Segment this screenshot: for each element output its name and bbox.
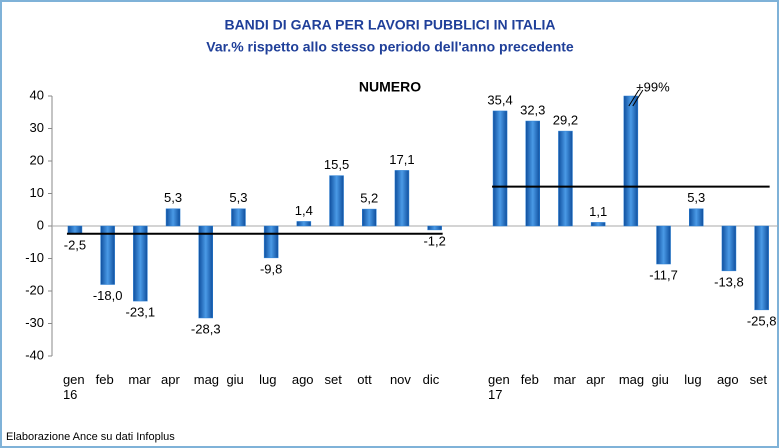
bar [656, 225, 671, 265]
value-label: +99% [636, 79, 670, 94]
x-tick-label: giu [651, 372, 669, 387]
value-label: 5,3 [164, 190, 182, 205]
y-tick-label: 10 [30, 185, 44, 200]
x-tick-label: giu [226, 372, 244, 387]
bar [754, 225, 769, 311]
y-tick-label: 0 [37, 217, 44, 232]
value-label: 32,3 [520, 102, 545, 117]
x-tick-label: lug [684, 372, 702, 387]
value-label: -13,8 [714, 274, 744, 289]
x-tick-label: dic [422, 372, 440, 387]
bar [231, 208, 246, 227]
bar [492, 110, 508, 227]
bar [590, 222, 606, 227]
axis-break [632, 89, 644, 107]
value-label: 5,3 [687, 190, 705, 205]
x-tick-label: set [324, 372, 342, 387]
y-tick-label: 30 [30, 120, 44, 135]
bar [362, 208, 377, 227]
y-tick-label: 20 [30, 152, 44, 167]
x-tick-label: ott [357, 372, 372, 387]
value-label: 5,2 [360, 191, 378, 206]
y-tick-label: -40 [25, 347, 44, 362]
bar [721, 225, 737, 272]
y-tick-label: -30 [25, 315, 44, 330]
x-tick-label: lug [259, 372, 277, 387]
axis-break [628, 89, 640, 107]
x-tick-label: feb [520, 372, 539, 387]
y-tick-label: -10 [25, 250, 44, 265]
chart-title: BANDI DI GARA PER LAVORI PUBBLICI IN ITA… [224, 17, 555, 33]
x-tick-label: apr [161, 372, 180, 387]
value-label: -1,2 [423, 233, 445, 248]
bar [623, 95, 639, 227]
value-label: 29,2 [553, 113, 578, 128]
y-tick-label: -20 [25, 282, 44, 297]
bar [263, 225, 279, 259]
bar [198, 225, 213, 319]
value-label: 1,1 [589, 204, 607, 219]
value-label: -9,8 [260, 261, 282, 276]
bar [329, 175, 344, 227]
x-tick-label: apr [586, 372, 605, 387]
bar [525, 120, 540, 227]
x-tick-label: feb [95, 372, 114, 387]
value-label: 5,3 [229, 190, 247, 205]
bar [558, 130, 573, 227]
x-tick-label: ago [291, 372, 314, 387]
value-label: -28,3 [191, 321, 221, 336]
annotation: NUMERO [359, 79, 421, 95]
bar [689, 208, 704, 227]
x-tick-label: gen 17 [488, 372, 510, 402]
bar [165, 208, 181, 227]
x-tick-label: mag [193, 372, 220, 387]
y-tick-label: 40 [30, 87, 44, 102]
bar [296, 221, 312, 227]
x-tick-label: set [749, 372, 767, 387]
value-label: 35,4 [487, 92, 512, 107]
value-label: 17,1 [389, 152, 414, 167]
bar [427, 225, 442, 231]
source-note: Elaborazione Ance su dati Infoplus [6, 431, 175, 443]
value-label: -2,5 [64, 238, 86, 253]
x-tick-label: mar [553, 372, 576, 387]
x-tick-label: nov [389, 372, 411, 387]
bar [394, 170, 410, 227]
value-label: 15,5 [324, 157, 349, 172]
x-tick-label: gen 16 [62, 372, 85, 402]
x-tick-label: ago [716, 372, 739, 387]
bar [133, 225, 148, 302]
value-label: -18,0 [93, 288, 123, 303]
bar [100, 225, 115, 285]
chart-subtitle: Var.% rispetto allo stesso periodo dell'… [206, 39, 574, 55]
value-label: -23,1 [126, 305, 156, 320]
x-tick-label: mag [618, 372, 645, 387]
x-tick-label: mar [128, 372, 151, 387]
value-label: -11,7 [649, 267, 678, 282]
value-label: -25,8 [747, 313, 777, 328]
value-label: 1,4 [295, 203, 313, 218]
